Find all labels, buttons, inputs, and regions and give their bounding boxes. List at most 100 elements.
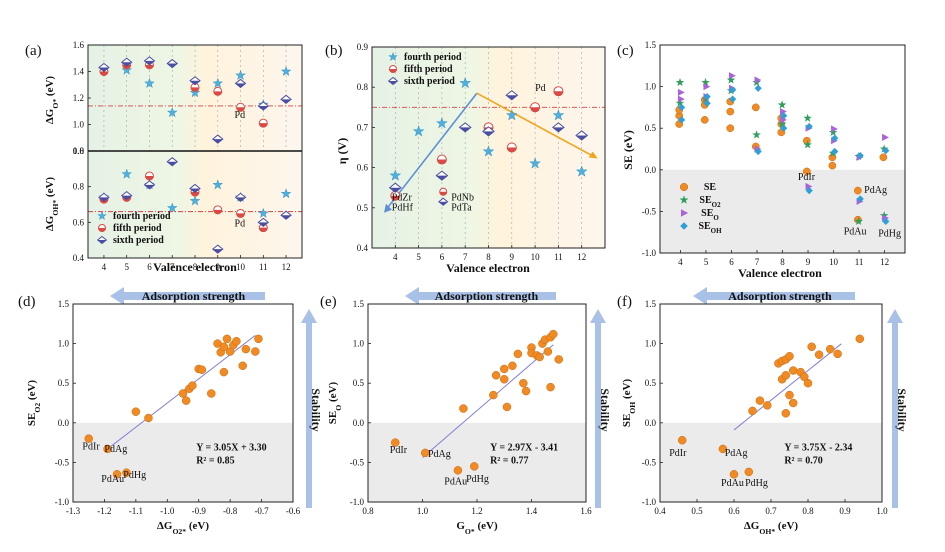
- point-a-top-s0-6: [235, 69, 246, 80]
- point-a-top-s2-8-fill: [281, 99, 292, 104]
- point-a-bottom-s2-2: [143, 180, 156, 190]
- point-b-s2-5: [551, 122, 565, 133]
- y-axis-label-f: SEOH (eV): [621, 378, 637, 427]
- legend-label-b-1: fifth period: [404, 64, 453, 75]
- adsorption-arrow-d: [110, 287, 265, 305]
- legend-marker-c-0: [679, 182, 689, 192]
- x-axis-label-f: ΔGOH* (eV): [744, 520, 799, 536]
- y-axis-label-b: η (V): [335, 138, 349, 164]
- point-a-bottom-s1-2: [144, 171, 154, 181]
- point-a-top-s2-5: [211, 134, 224, 144]
- panel-label-a: (a): [25, 43, 42, 59]
- point-d-22: [241, 344, 251, 354]
- point-c-s2-16: [882, 133, 889, 141]
- point-a-top-s1-7: [258, 118, 268, 128]
- point-a-top-s1-1-fill: [122, 64, 131, 69]
- point-a-bottom-s2-6-fill: [235, 197, 246, 202]
- stability-arrow-e: [590, 309, 606, 508]
- point-b-s0-6: [529, 157, 541, 169]
- point-e-17: [535, 352, 544, 362]
- y-tick-label-e-1: -0.5: [350, 457, 365, 467]
- point-f-19: [803, 378, 813, 388]
- y-tick-label-a-bottom-2: 0.8: [73, 182, 85, 192]
- point-b-s2-1-fill: [436, 175, 448, 181]
- point-d-4: [131, 407, 141, 416]
- x-tick-label-c-0: 4: [678, 257, 683, 267]
- legend-marker-c-3: [680, 222, 688, 230]
- point-b-s2-1: [435, 170, 449, 181]
- fit-equation-f: Y = 3.75X - 2.34: [784, 443, 852, 454]
- point-c-s3-13: [831, 147, 839, 156]
- point-e-7: [500, 374, 509, 384]
- adsorption-arrow-f: [693, 287, 855, 305]
- fit-equation-d: Y = 3.05X + 3.30: [196, 443, 266, 454]
- point-c-s3-3: [703, 99, 711, 107]
- point-a-top-s0-1: [121, 64, 133, 75]
- x-tick-label-a-bottom-7: 11: [259, 262, 268, 272]
- y-tick-label-f-2: 0.0: [645, 418, 657, 428]
- trend-line-falling: [476, 92, 597, 159]
- x-tick-label-a-bottom-3: 7: [170, 262, 175, 272]
- point-b-s0-8: [575, 165, 588, 177]
- point-c-s1-0: [675, 77, 685, 87]
- y-tick-label-e-4: 1.0: [353, 339, 365, 349]
- x-tick-label-b-1: 5: [416, 252, 421, 262]
- point-d-2: [112, 470, 122, 479]
- point-f-1: [718, 444, 728, 454]
- x-tick-label-e-3: 1.4: [526, 506, 538, 516]
- point-f-14: [785, 390, 794, 400]
- y-tick-label-f-4: 1.0: [645, 339, 657, 349]
- stability-arrow-f: [887, 309, 903, 508]
- r-squared-d: R² = 0.85: [196, 456, 234, 467]
- annotation-d-3: PdHg: [123, 470, 146, 481]
- point-a-bottom-s2-1-fill: [121, 195, 132, 200]
- point-c-s1-12: [828, 127, 838, 136]
- legend-marker-a-1: [98, 224, 106, 232]
- plot-frame-d: [72, 303, 294, 503]
- legend-marker-a-0: [97, 210, 107, 220]
- point-f-10: [781, 409, 791, 418]
- panel-label-c: (c): [617, 43, 634, 59]
- point-c-s0-9: [751, 103, 760, 112]
- x-tick-label-b-6: 10: [531, 252, 541, 262]
- annotation-c-2: PdAu: [844, 227, 867, 238]
- annotation-f-0: PdIr: [669, 448, 687, 459]
- point-a-top-s1-5: [213, 86, 223, 96]
- point-e-8: [500, 364, 509, 374]
- point-c-s3-10: [805, 122, 813, 131]
- point-b-s1-4-fill: [530, 107, 540, 112]
- point-a-top-s2-6-fill: [235, 83, 246, 88]
- point-b-s1-0-fill: [390, 195, 400, 201]
- point-d-3: [122, 468, 131, 477]
- point-c-s0-7: [726, 107, 735, 116]
- x-tick-label-f-5: 0.9: [839, 506, 851, 516]
- point-b-s2-2-fill: [459, 127, 471, 132]
- y-axis-label-a-bottom: ΔGOH* (eV): [44, 177, 60, 232]
- point-a-top-s1-4-fill: [191, 87, 199, 92]
- point-e-9: [502, 402, 512, 412]
- point-f-4: [748, 406, 757, 416]
- point-a-bottom-s2-6: [234, 192, 247, 203]
- point-b-s2-4: [505, 90, 519, 101]
- point-e-23: [549, 329, 558, 339]
- y-tick-label-d-4: 1.0: [58, 339, 70, 349]
- point-c-s2-8: [780, 107, 787, 116]
- point-c-s2-6: [754, 76, 762, 84]
- annotation-b-4: PdTa: [451, 203, 472, 214]
- x-tick-label-c-2: 6: [729, 257, 734, 267]
- point-a-top-s2-0-fill: [98, 67, 109, 72]
- legend-marker-c-1: [679, 195, 689, 204]
- point-f-23: [833, 349, 842, 359]
- point-a-top-s1-0-fill: [99, 71, 108, 76]
- point-c-s1-11: [803, 140, 812, 149]
- y-tick-label-d-2: 0.0: [58, 418, 70, 428]
- point-a-top-s2-4: [189, 76, 201, 86]
- point-d-15: [219, 342, 229, 352]
- point-d-5: [144, 413, 153, 423]
- x-tick-label-f-1: 0.5: [691, 506, 703, 516]
- point-a-bottom-s2-4-fill: [190, 188, 200, 193]
- point-d-11: [197, 365, 207, 374]
- legend-marker-b-2-fill: [388, 81, 398, 85]
- point-c-s1-7: [752, 130, 761, 139]
- point-a-top-s1-4: [190, 82, 200, 92]
